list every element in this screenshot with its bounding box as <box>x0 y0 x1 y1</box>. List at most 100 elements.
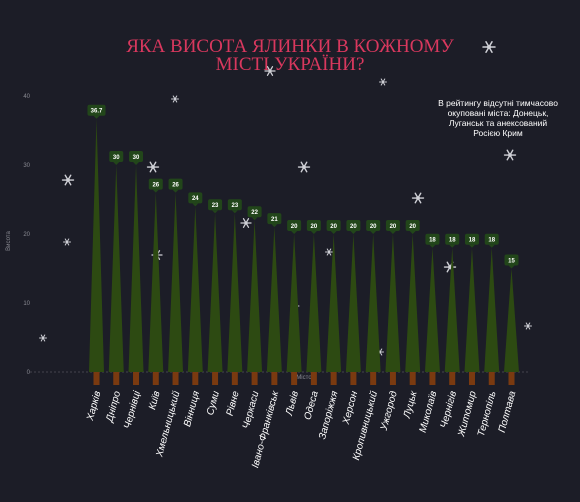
value-label-pointer <box>508 265 515 269</box>
tree-trunk <box>350 372 357 385</box>
value-label: 20 <box>390 224 397 230</box>
category-label: Харків <box>85 390 104 423</box>
value-label-box <box>425 233 440 245</box>
value-label-pointer <box>468 244 475 248</box>
value-label-pointer <box>389 231 396 234</box>
snowflake-icon <box>411 192 425 204</box>
tree-trunk <box>409 372 416 385</box>
chart-title-line-2: МІСТІ УКРАЇНИ? <box>216 54 365 75</box>
value-label-box <box>385 220 400 231</box>
annotation-line-2: окуповані міста: Донецьк, <box>448 108 549 118</box>
category-label: Миколаїв <box>418 390 440 434</box>
tree-bar <box>108 165 124 372</box>
category-label: Запоріжжя <box>317 389 341 440</box>
value-label-box <box>247 206 262 218</box>
category-label: Рівне <box>225 390 242 418</box>
value-label-pointer <box>172 189 179 193</box>
tree-trunk <box>508 372 515 385</box>
value-label-box <box>227 199 242 211</box>
value-label: 18 <box>469 238 476 244</box>
snowflake-icon <box>482 41 496 53</box>
snowflake-icon <box>503 149 517 161</box>
y-tick-label: 30 <box>23 163 30 169</box>
tree-trunk <box>231 372 238 385</box>
tree-trunk <box>192 372 199 385</box>
snowflake-icon <box>39 334 47 342</box>
tree-bar <box>306 234 322 372</box>
snowflake-icon <box>63 238 71 246</box>
value-label: 30 <box>113 155 120 161</box>
value-label: 20 <box>370 224 377 230</box>
value-label-pointer <box>133 162 140 165</box>
value-label: 15 <box>508 258 515 264</box>
snowflake-icon <box>524 322 532 330</box>
chart-title-line-1: ЯКА ВИСОТА ЯЛИНКИ В КОЖНОМУ <box>126 36 454 57</box>
snowflake-icon <box>325 248 333 256</box>
category-label: Одеса <box>303 390 321 422</box>
value-label: 24 <box>192 196 199 202</box>
value-label: 36.7 <box>91 109 103 115</box>
x-axis-label: Місто <box>296 375 312 381</box>
value-label: 18 <box>488 238 495 244</box>
value-label: 26 <box>152 182 159 188</box>
category-label: Черкаси <box>241 390 262 431</box>
value-label: 23 <box>231 203 238 209</box>
tree-trunk <box>93 372 100 385</box>
category-label: Ужгород <box>379 389 400 432</box>
value-label-pointer <box>429 244 436 248</box>
tree-trunk <box>370 372 377 385</box>
value-label-pointer <box>212 210 219 214</box>
value-label: 26 <box>172 182 179 188</box>
category-label: Полтава <box>497 390 519 434</box>
value-label-box <box>188 192 203 204</box>
value-label-pointer <box>93 115 100 119</box>
tree-trunk <box>291 372 298 385</box>
value-label: 18 <box>449 238 456 244</box>
y-tick-label: 10 <box>23 301 30 307</box>
tree-bar <box>266 227 282 372</box>
value-label-box <box>168 178 183 190</box>
tree-bar <box>365 234 381 372</box>
snowflake-icon <box>297 161 311 173</box>
snowflake-icon <box>379 78 387 86</box>
value-label-box <box>287 220 302 231</box>
value-label-pointer <box>271 224 278 228</box>
category-label: Чернігів <box>439 390 459 430</box>
category-label: Чернівці <box>122 389 143 430</box>
tree-bar <box>247 220 263 372</box>
value-label: 23 <box>212 203 219 209</box>
value-label-box <box>484 233 499 245</box>
tree-trunk <box>212 372 219 385</box>
tree-bar <box>444 247 460 372</box>
tree-bar <box>464 247 480 372</box>
category-label: Херсон <box>341 389 361 426</box>
value-label: 20 <box>311 224 318 230</box>
category-label: Київ <box>147 390 163 411</box>
tree-bar <box>148 192 164 372</box>
snowflake-icon <box>443 261 457 273</box>
tree-bar <box>207 213 223 372</box>
y-axis-label: Висота <box>6 231 12 251</box>
value-label-pointer <box>330 231 337 234</box>
value-label-box <box>326 220 341 231</box>
value-label: 20 <box>330 224 337 230</box>
tree-bars: 36.7Харків30Дніпро30Чернівці26Київ26Хмел… <box>85 104 519 469</box>
snowflake-icon <box>61 174 75 186</box>
value-label-box <box>267 213 282 225</box>
tree-trunk <box>172 372 179 385</box>
annotation-line-1: В рейтингу відсутні тимчасово <box>438 98 558 108</box>
category-label: Суми <box>205 390 222 417</box>
tree-bar <box>227 213 243 372</box>
tree-bar <box>187 206 203 372</box>
value-label-box <box>346 220 361 231</box>
value-label-pointer <box>370 231 377 234</box>
value-label: 18 <box>429 238 436 244</box>
tree-trunk <box>251 372 258 385</box>
tree-trunk <box>152 372 159 385</box>
category-label: Житомир <box>456 390 479 439</box>
snowflakes <box>39 41 532 356</box>
value-label-pointer <box>310 231 317 234</box>
value-label-box <box>208 199 223 211</box>
value-label: 30 <box>133 155 140 161</box>
value-label-box <box>464 233 479 245</box>
